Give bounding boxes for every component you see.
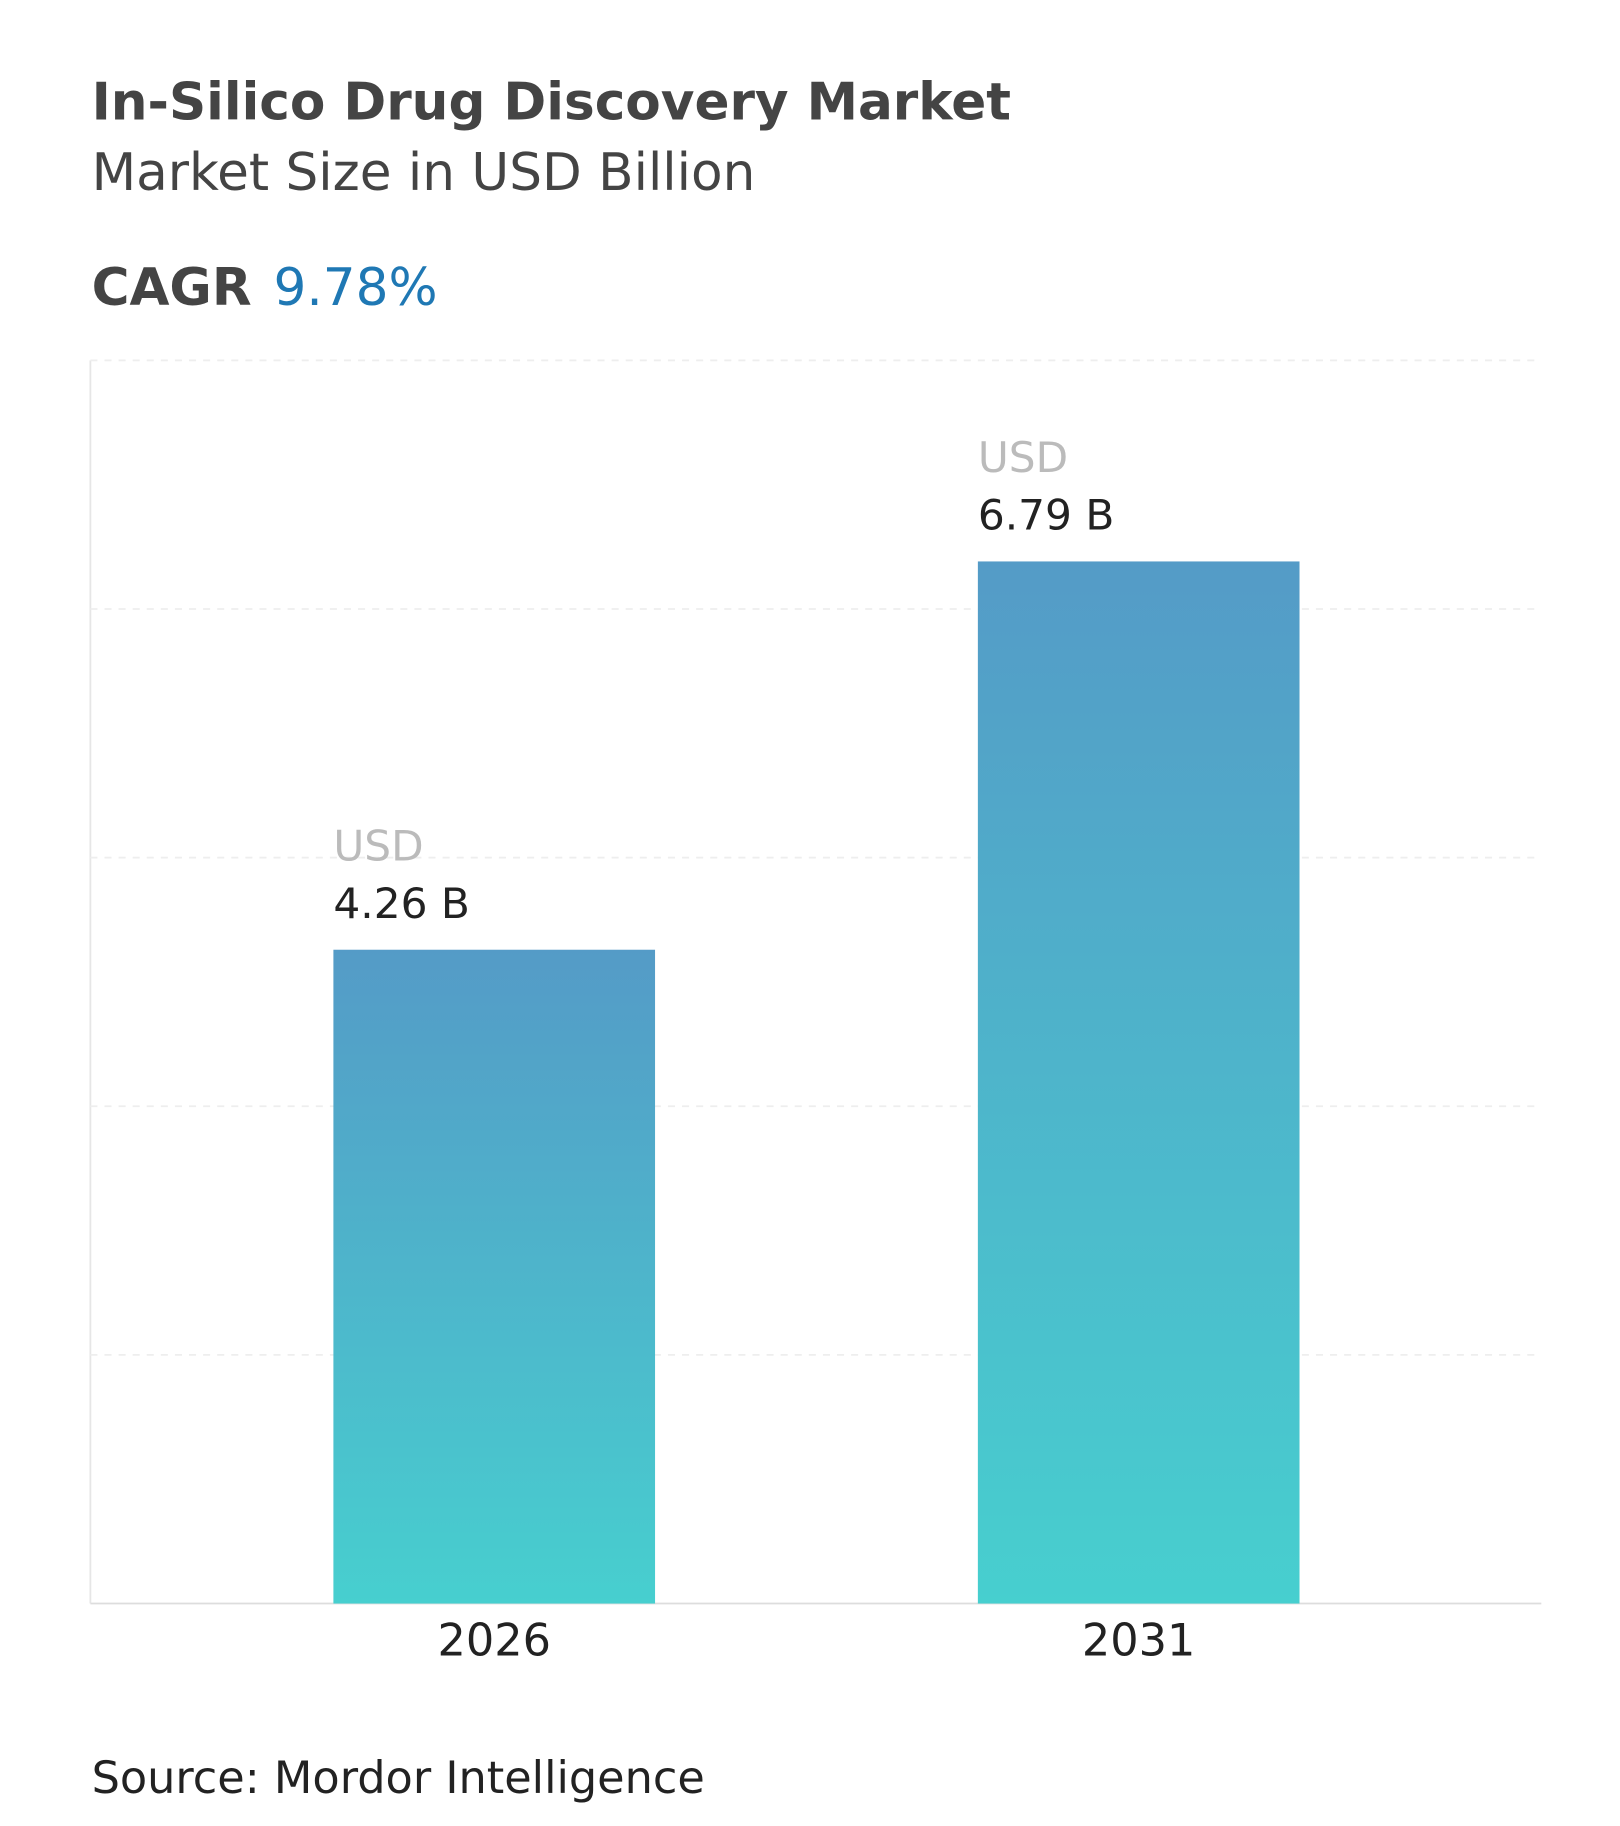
chart-subtitle: Market Size in USD Billion — [92, 143, 756, 203]
x-tick-label: 2026 — [437, 1614, 550, 1666]
value-label-prefix: USD — [978, 433, 1068, 482]
cagr-label: CAGR — [92, 258, 252, 318]
value-label: 6.79 B — [978, 491, 1115, 540]
value-label: 4.26 B — [333, 879, 470, 928]
source: Source: Mordor Intelligence — [92, 1752, 705, 1804]
value-label-prefix: USD — [333, 821, 423, 870]
x-tick-label: 2031 — [1082, 1614, 1196, 1666]
cagr-value: 9.78% — [274, 258, 438, 318]
chart-title: In-Silico Drug Discovery Market — [92, 73, 1011, 133]
bar — [977, 561, 1300, 1604]
bar — [333, 949, 656, 1604]
